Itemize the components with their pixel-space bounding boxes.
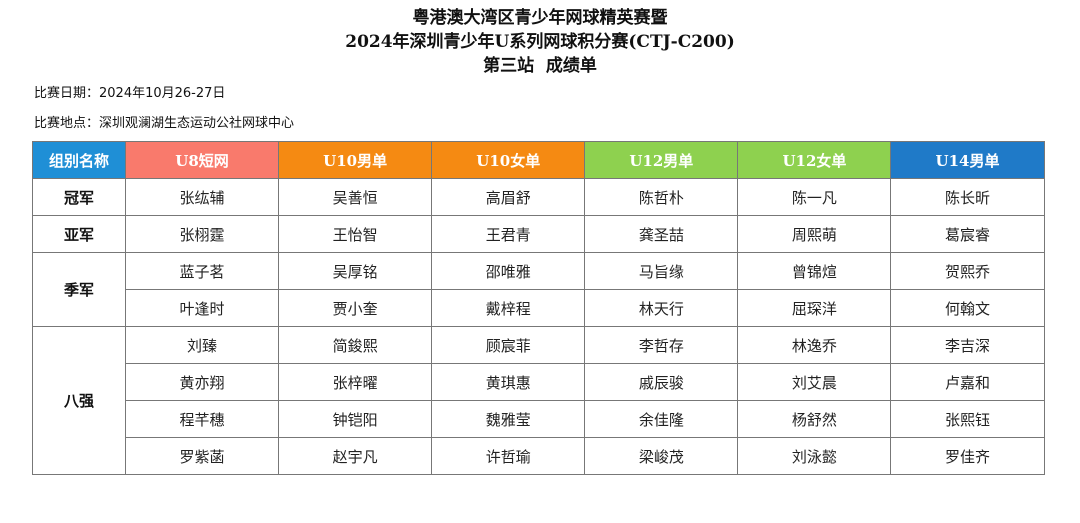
player-name: 叶逢时 xyxy=(124,289,280,327)
player-name: 黄琪惠 xyxy=(431,363,586,401)
player-name: 魏雅莹 xyxy=(431,400,586,438)
player-name: 马旨缘 xyxy=(584,252,739,290)
player-name: 许哲瑜 xyxy=(431,437,586,475)
column-header: U10男单 xyxy=(278,141,433,179)
player-name: 罗佳齐 xyxy=(890,437,1045,475)
document-title: 粤港澳大湾区青少年网球精英赛暨 2024年深圳青少年U系列网球积分赛(CTJ-C… xyxy=(0,6,1080,78)
table-row: 罗紫菡 赵宇凡 许哲瑜 梁峻茂 刘泳懿 罗佳齐 xyxy=(33,437,1045,475)
player-name: 黄亦翔 xyxy=(124,363,280,401)
player-name: 贺熙乔 xyxy=(890,252,1045,290)
player-name: 杨舒然 xyxy=(737,400,892,438)
player-name: 罗紫菡 xyxy=(124,437,280,475)
rank-label: 亚军 xyxy=(32,215,126,253)
player-name: 林天行 xyxy=(584,289,739,327)
player-name: 陈哲朴 xyxy=(584,178,739,216)
table-row: 亚军 张栩霆 王怡智 王君青 龚圣喆 周熙萌 葛宸睿 xyxy=(32,215,1045,253)
title-line-1: 粤港澳大湾区青少年网球精英赛暨 xyxy=(412,8,668,28)
player-name: 李哲存 xyxy=(584,326,739,364)
player-name: 李吉深 xyxy=(890,326,1045,364)
match-venue: 比赛地点：深圳观澜湖生态运动公社网球中心 xyxy=(34,116,295,131)
table-row: 黄亦翔 张梓曜 黄琪惠 戚辰骏 刘艾晨 卢嘉和 xyxy=(33,363,1045,401)
player-name: 张梓曜 xyxy=(278,363,433,401)
player-name: 贾小奎 xyxy=(278,289,433,327)
column-header: 组别名称 xyxy=(32,141,126,179)
match-date: 比赛日期：2024年10月26-27日 xyxy=(34,86,226,101)
player-name: 屈琛洋 xyxy=(737,289,892,327)
column-header: U12女单 xyxy=(737,141,892,179)
player-name: 龚圣喆 xyxy=(584,215,739,253)
player-name: 卢嘉和 xyxy=(890,363,1045,401)
player-name: 林逸乔 xyxy=(737,326,892,364)
table-row: 叶逢时 贾小奎 戴梓程 林天行 屈琛洋 何翰文 xyxy=(33,289,1045,327)
header-row: 组别名称 U8短网 U10男单 U10女单 U12男单 U12女单 U14男单 xyxy=(32,141,1045,179)
player-name: 顾宸菲 xyxy=(431,326,586,364)
player-name: 简鋑熙 xyxy=(278,326,433,364)
column-header: U14男单 xyxy=(890,141,1045,179)
rank-label: 八强 xyxy=(32,326,126,475)
player-name: 高眉舒 xyxy=(431,178,586,216)
player-name: 刘泳懿 xyxy=(737,437,892,475)
player-name: 赵宇凡 xyxy=(278,437,433,475)
rank-label: 冠军 xyxy=(32,178,126,216)
player-name: 陈长昕 xyxy=(890,178,1045,216)
table-row: 八强 刘臻 简鋑熙 顾宸菲 李哲存 林逸乔 李吉深 xyxy=(32,326,1045,475)
player-name: 何翰文 xyxy=(890,289,1045,327)
player-name: 蓝子茗 xyxy=(124,252,280,290)
rank-label: 季军 xyxy=(32,252,126,327)
player-name: 王君青 xyxy=(431,215,586,253)
table-row: 季军 蓝子茗 吴厚铭 邵唯雅 马旨缘 曾锦煊 贺熙乔 xyxy=(32,252,1045,327)
column-header: U10女单 xyxy=(431,141,586,179)
player-name: 张纮辅 xyxy=(124,178,280,216)
player-name: 梁峻茂 xyxy=(584,437,739,475)
player-name: 吴善恒 xyxy=(278,178,433,216)
player-name: 曾锦煊 xyxy=(737,252,892,290)
player-name: 余佳隆 xyxy=(584,400,739,438)
player-name: 张熙钰 xyxy=(890,400,1045,438)
player-name: 张栩霆 xyxy=(124,215,280,253)
player-name: 葛宸睿 xyxy=(890,215,1045,253)
player-name: 钟铠阳 xyxy=(278,400,433,438)
player-name: 周熙萌 xyxy=(737,215,892,253)
player-name: 王怡智 xyxy=(278,215,433,253)
player-name: 戴梓程 xyxy=(431,289,586,327)
table-row: 程芊穗 钟铠阳 魏雅莹 余佳隆 杨舒然 张熙钰 xyxy=(33,400,1045,438)
column-header: U8短网 xyxy=(124,141,280,179)
player-name: 刘臻 xyxy=(124,326,280,364)
player-name: 吴厚铭 xyxy=(278,252,433,290)
player-name: 戚辰骏 xyxy=(584,363,739,401)
player-name: 邵唯雅 xyxy=(431,252,586,290)
player-name: 刘艾晨 xyxy=(737,363,892,401)
player-name: 陈一凡 xyxy=(737,178,892,216)
title-line-3: 第三站 成绩单 xyxy=(483,56,597,76)
player-name: 程芊穗 xyxy=(124,400,280,438)
table-row: 冠军 张纮辅 吴善恒 高眉舒 陈哲朴 陈一凡 陈长昕 xyxy=(32,178,1045,216)
column-header: U12男单 xyxy=(584,141,739,179)
title-line-2: 2024年深圳青少年U系列网球积分赛(CTJ-C200) xyxy=(345,32,735,52)
results-table: 组别名称 U8短网 U10男单 U10女单 U12男单 U12女单 U14男单 冠军 张纮辅吴… xyxy=(32,141,1045,475)
